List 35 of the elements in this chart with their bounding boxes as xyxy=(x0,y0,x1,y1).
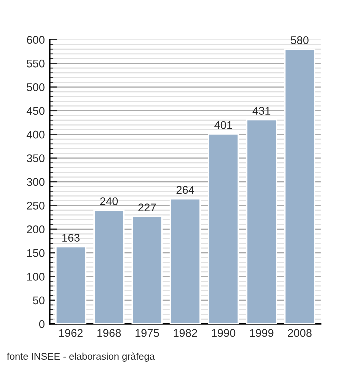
x-tick-label: 1990 xyxy=(212,329,236,338)
y-tick-label: 400 xyxy=(26,130,45,139)
y-tick-label: 350 xyxy=(27,154,45,162)
x-tick-label: 2008 xyxy=(288,329,312,338)
y-tick-label: 300 xyxy=(27,178,45,186)
y-tick-label: 250 xyxy=(27,202,45,210)
y-tick-label: 600 xyxy=(27,36,45,44)
y-tick-label: 200 xyxy=(27,226,45,234)
bar xyxy=(94,210,125,324)
data-label: 240 xyxy=(100,198,118,206)
data-label: 227 xyxy=(138,204,156,212)
data-label: 580 xyxy=(291,36,309,44)
bar xyxy=(170,198,202,324)
data-label: 401 xyxy=(214,121,232,130)
bar xyxy=(246,119,278,324)
y-tick-label: 150 xyxy=(28,249,45,258)
y-tick-label: 50 xyxy=(33,296,45,305)
x-tick-label: 1999 xyxy=(250,329,274,338)
data-label: 431 xyxy=(252,107,271,115)
source-note: fonte INSEE - elaborasion gràfega xyxy=(7,352,156,362)
bar xyxy=(55,246,87,324)
x-tick-label: 1975 xyxy=(136,329,160,338)
y-tick-label: 550 xyxy=(27,60,45,68)
data-label: 264 xyxy=(176,186,194,194)
y-tick-label: 100 xyxy=(28,273,45,281)
x-tick-label: 1962 xyxy=(60,329,83,338)
y-tick-label: 500 xyxy=(27,84,45,92)
data-label: 163 xyxy=(62,234,80,242)
y-tick-label: 0 xyxy=(39,320,45,328)
bar xyxy=(132,216,163,324)
y-tick-label: 450 xyxy=(26,107,45,116)
bar xyxy=(208,133,240,324)
bar xyxy=(284,48,316,324)
x-tick-label: 1982 xyxy=(174,329,198,338)
x-tick-label: 1968 xyxy=(98,329,122,338)
